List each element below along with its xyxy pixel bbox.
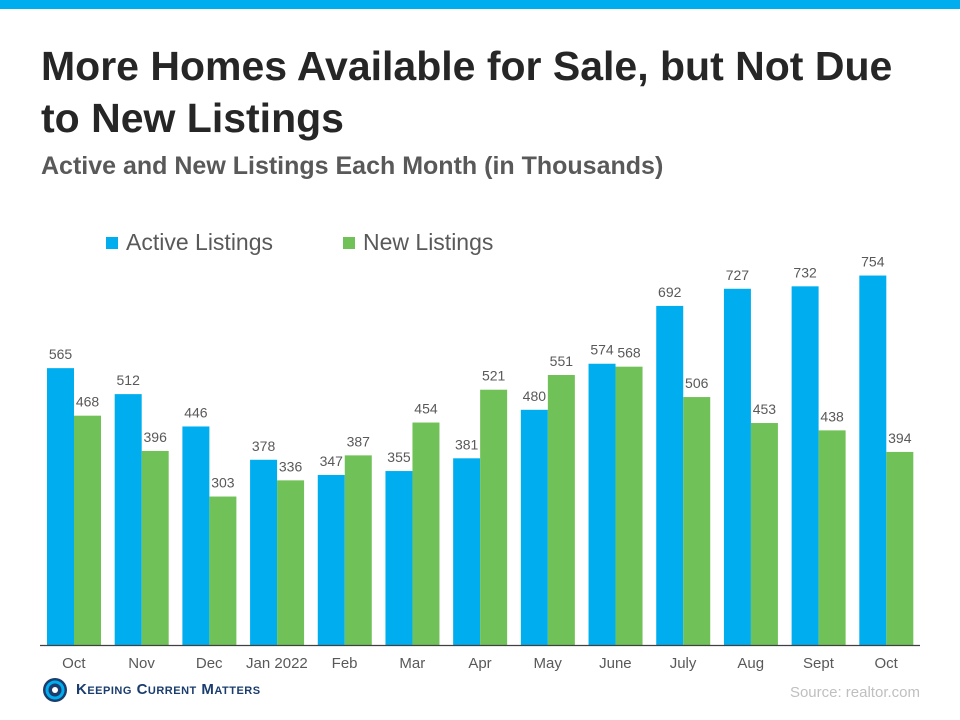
bar-new-2 bbox=[209, 496, 237, 645]
bar-active-8 bbox=[588, 363, 616, 645]
bar-active-11 bbox=[791, 286, 819, 645]
data-label-active-3: 378 bbox=[252, 438, 276, 454]
legend-label-new: New Listings bbox=[363, 229, 494, 255]
bar-new-8 bbox=[615, 366, 643, 645]
legend-swatch-active bbox=[106, 237, 118, 249]
data-label-new-4: 387 bbox=[347, 433, 371, 449]
data-label-new-0: 468 bbox=[76, 394, 100, 410]
data-label-new-2: 303 bbox=[211, 475, 235, 491]
data-label-new-6: 521 bbox=[482, 368, 506, 384]
bar-active-6 bbox=[453, 458, 481, 645]
x-tick-label-12: Oct bbox=[874, 655, 898, 672]
data-label-new-11: 438 bbox=[820, 408, 844, 424]
bar-new-12 bbox=[886, 451, 914, 645]
data-label-active-1: 512 bbox=[117, 372, 141, 388]
top-accent-bar bbox=[0, 0, 960, 9]
data-label-active-7: 480 bbox=[523, 388, 547, 404]
x-tick-label-6: Apr bbox=[468, 655, 491, 672]
bar-new-9 bbox=[683, 397, 711, 645]
data-label-new-3: 336 bbox=[279, 458, 303, 474]
x-tick-label-4: Feb bbox=[332, 655, 358, 672]
chart-subtitle: Active and New Listings Each Month (in T… bbox=[41, 152, 664, 180]
bar-new-3 bbox=[277, 480, 305, 645]
x-tick-label-5: Mar bbox=[399, 655, 425, 672]
data-label-active-5: 355 bbox=[387, 449, 411, 465]
data-label-new-8: 568 bbox=[617, 345, 641, 361]
logo-text: Keeping Current Matters bbox=[76, 681, 261, 698]
bar-new-11 bbox=[818, 430, 846, 645]
bar-new-7 bbox=[547, 375, 575, 645]
bar-new-6 bbox=[480, 389, 508, 645]
x-tick-label-7: May bbox=[534, 655, 563, 672]
data-label-active-11: 732 bbox=[793, 264, 817, 280]
bar-active-0 bbox=[47, 368, 74, 645]
legend-swatch-new bbox=[343, 237, 355, 249]
bar-active-9 bbox=[656, 305, 684, 645]
bar-new-10 bbox=[750, 423, 778, 645]
x-tick-label-2: Dec bbox=[196, 655, 223, 672]
bar-new-1 bbox=[141, 450, 169, 645]
bar-active-2 bbox=[182, 426, 210, 645]
data-label-active-10: 727 bbox=[726, 267, 750, 283]
bar-active-1 bbox=[114, 394, 142, 645]
data-label-new-7: 551 bbox=[550, 353, 574, 369]
x-tick-label-8: June bbox=[599, 655, 632, 672]
bar-new-5 bbox=[412, 422, 440, 645]
bar-new-4 bbox=[344, 455, 372, 645]
data-label-active-2: 446 bbox=[184, 404, 208, 420]
data-label-active-4: 347 bbox=[320, 453, 344, 469]
bar-active-3 bbox=[250, 459, 278, 645]
bar-active-7 bbox=[520, 409, 548, 645]
data-label-new-9: 506 bbox=[685, 375, 709, 391]
x-tick-label-11: Sept bbox=[803, 655, 835, 672]
data-label-active-9: 692 bbox=[658, 284, 682, 300]
bar-active-10 bbox=[723, 288, 751, 645]
bar-active-5 bbox=[385, 471, 413, 645]
x-tick-label-3: Jan 2022 bbox=[246, 655, 308, 672]
legend-label-active: Active Listings bbox=[126, 229, 274, 255]
data-label-active-8: 574 bbox=[590, 342, 614, 358]
chart-title: More Homes Available for Sale, but Not D… bbox=[41, 43, 893, 141]
data-label-new-10: 453 bbox=[753, 401, 777, 417]
bar-new-0 bbox=[74, 415, 101, 645]
data-label-new-5: 454 bbox=[414, 401, 438, 417]
data-label-new-1: 396 bbox=[144, 429, 168, 445]
data-label-active-6: 381 bbox=[455, 436, 479, 452]
kcm-logo-icon bbox=[43, 678, 67, 702]
data-label-active-0: 565 bbox=[49, 346, 73, 362]
data-label-active-12: 754 bbox=[861, 254, 885, 270]
x-tick-label-9: July bbox=[670, 655, 697, 672]
source-note: Source: realtor.com bbox=[789, 684, 920, 701]
x-tick-label-1: Nov bbox=[128, 655, 155, 672]
x-tick-label-10: Aug bbox=[737, 655, 764, 672]
bar-active-4 bbox=[317, 474, 345, 645]
x-tick-label-0: Oct bbox=[62, 655, 86, 672]
bar-active-12 bbox=[859, 275, 887, 645]
data-label-new-12: 394 bbox=[888, 430, 912, 446]
